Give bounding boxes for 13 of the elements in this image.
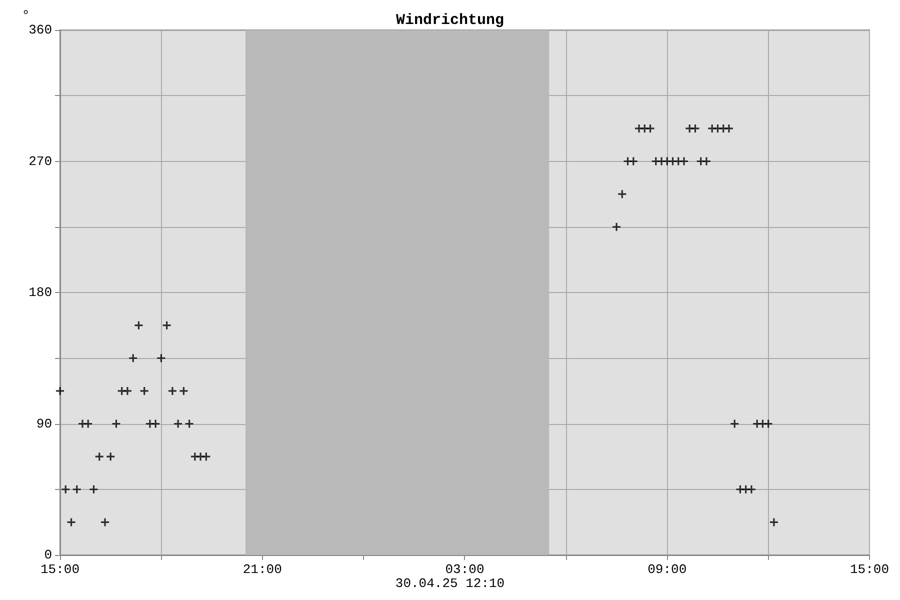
y-tick-label: 180 <box>28 285 52 300</box>
x-tick-label: 15:00 <box>40 562 80 577</box>
text: 30.04.25 12:10 <box>395 576 505 591</box>
x-tick-label: 15:00 <box>850 562 890 577</box>
y-axis-title: ° <box>22 8 30 25</box>
y-tick-label: 90 <box>36 416 52 432</box>
x-tick-label: 03:00 <box>445 562 484 577</box>
y-tick-label: 270 <box>28 154 52 169</box>
chart-title: Windrichtung <box>396 12 504 29</box>
x-tick-label: 09:00 <box>648 562 687 577</box>
y-tick-label: 0 <box>44 548 52 562</box>
x-tick-label: 21:00 <box>242 562 282 577</box>
y-tick-label: 360 <box>28 22 52 38</box>
